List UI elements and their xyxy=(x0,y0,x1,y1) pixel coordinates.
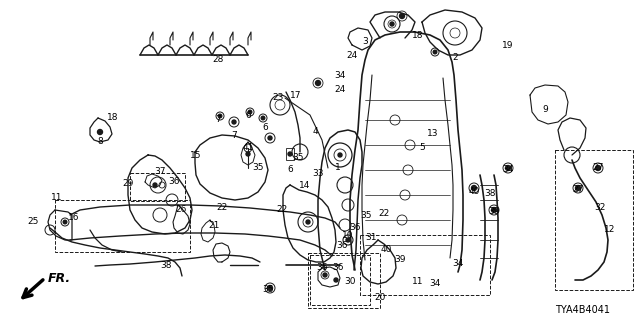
Circle shape xyxy=(334,278,338,282)
Text: 41: 41 xyxy=(243,143,253,153)
Circle shape xyxy=(399,13,404,19)
Circle shape xyxy=(433,50,437,54)
Text: 37: 37 xyxy=(154,167,166,177)
Text: 32: 32 xyxy=(595,204,605,212)
Bar xyxy=(310,255,370,305)
Text: 24: 24 xyxy=(346,51,358,60)
Text: 22: 22 xyxy=(378,209,390,218)
Text: 7: 7 xyxy=(215,116,221,124)
Text: FR.: FR. xyxy=(48,271,71,284)
Circle shape xyxy=(268,136,272,140)
Text: 18: 18 xyxy=(108,114,119,123)
Text: TYA4B4041: TYA4B4041 xyxy=(555,305,610,315)
Circle shape xyxy=(268,285,273,291)
Bar xyxy=(555,150,633,290)
Bar xyxy=(308,253,380,308)
Text: 1: 1 xyxy=(335,164,341,172)
Text: 4: 4 xyxy=(312,127,318,137)
Circle shape xyxy=(595,165,600,171)
Text: 22: 22 xyxy=(216,203,228,212)
Text: 34: 34 xyxy=(502,165,514,174)
Text: 34: 34 xyxy=(429,279,441,289)
Text: 22: 22 xyxy=(276,205,287,214)
Text: 12: 12 xyxy=(604,226,616,235)
Bar xyxy=(55,200,190,252)
Text: 33: 33 xyxy=(312,170,324,179)
Circle shape xyxy=(246,152,250,156)
Text: 38: 38 xyxy=(484,189,496,198)
Text: 29: 29 xyxy=(122,179,134,188)
Text: 35: 35 xyxy=(262,285,274,294)
Text: 14: 14 xyxy=(300,181,310,190)
Text: 27: 27 xyxy=(572,186,584,195)
Text: 13: 13 xyxy=(428,130,439,139)
Text: 17: 17 xyxy=(291,91,301,100)
Circle shape xyxy=(346,238,350,242)
Text: 11: 11 xyxy=(51,194,63,203)
Text: 9: 9 xyxy=(542,106,548,115)
Text: 38: 38 xyxy=(160,261,172,270)
Circle shape xyxy=(323,273,327,277)
Text: 3: 3 xyxy=(362,37,368,46)
Text: 27: 27 xyxy=(592,164,604,172)
Text: 40: 40 xyxy=(380,245,392,254)
Text: 15: 15 xyxy=(190,150,202,159)
Text: 34: 34 xyxy=(452,260,464,268)
Bar xyxy=(130,173,185,201)
Text: 21: 21 xyxy=(208,221,220,230)
Circle shape xyxy=(316,81,321,85)
Text: 28: 28 xyxy=(212,54,224,63)
Bar xyxy=(286,148,294,160)
Circle shape xyxy=(261,116,265,120)
Text: 36: 36 xyxy=(332,263,344,273)
Circle shape xyxy=(97,130,102,134)
Text: 25: 25 xyxy=(28,218,38,227)
Text: 36: 36 xyxy=(336,241,348,250)
Text: 39: 39 xyxy=(488,207,500,217)
Text: 35: 35 xyxy=(292,154,304,163)
Text: 2: 2 xyxy=(452,52,458,61)
Text: 40: 40 xyxy=(468,188,480,196)
Text: 23: 23 xyxy=(272,92,284,101)
Text: 36: 36 xyxy=(316,263,328,273)
Text: 36: 36 xyxy=(349,223,361,233)
Text: 11: 11 xyxy=(412,277,424,286)
Circle shape xyxy=(288,152,292,156)
Circle shape xyxy=(153,183,157,187)
Circle shape xyxy=(63,220,67,224)
Text: 39: 39 xyxy=(394,255,406,265)
Bar xyxy=(360,235,490,295)
Circle shape xyxy=(492,207,497,212)
Text: 18: 18 xyxy=(412,31,424,41)
Text: 31: 31 xyxy=(365,233,377,242)
Circle shape xyxy=(575,186,580,190)
Circle shape xyxy=(506,165,511,171)
Text: 30: 30 xyxy=(344,277,356,286)
Circle shape xyxy=(306,220,310,224)
Text: 7: 7 xyxy=(231,132,237,140)
Text: 35: 35 xyxy=(252,164,264,172)
Circle shape xyxy=(390,22,394,26)
Circle shape xyxy=(218,114,222,118)
Text: 20: 20 xyxy=(374,293,386,302)
Text: 35: 35 xyxy=(360,211,372,220)
Circle shape xyxy=(472,186,477,190)
Text: 8: 8 xyxy=(97,138,103,147)
Text: 19: 19 xyxy=(502,42,514,51)
Text: 36: 36 xyxy=(168,178,180,187)
Circle shape xyxy=(338,153,342,157)
Text: 16: 16 xyxy=(68,213,80,222)
Text: 6: 6 xyxy=(287,165,293,174)
Text: 24: 24 xyxy=(334,85,346,94)
Text: 6: 6 xyxy=(245,110,251,119)
Text: 5: 5 xyxy=(419,143,425,153)
Text: 26: 26 xyxy=(175,205,187,214)
Text: 6: 6 xyxy=(262,124,268,132)
Circle shape xyxy=(232,120,236,124)
Circle shape xyxy=(248,110,252,114)
Text: 34: 34 xyxy=(334,71,346,81)
Text: 10: 10 xyxy=(342,231,354,241)
